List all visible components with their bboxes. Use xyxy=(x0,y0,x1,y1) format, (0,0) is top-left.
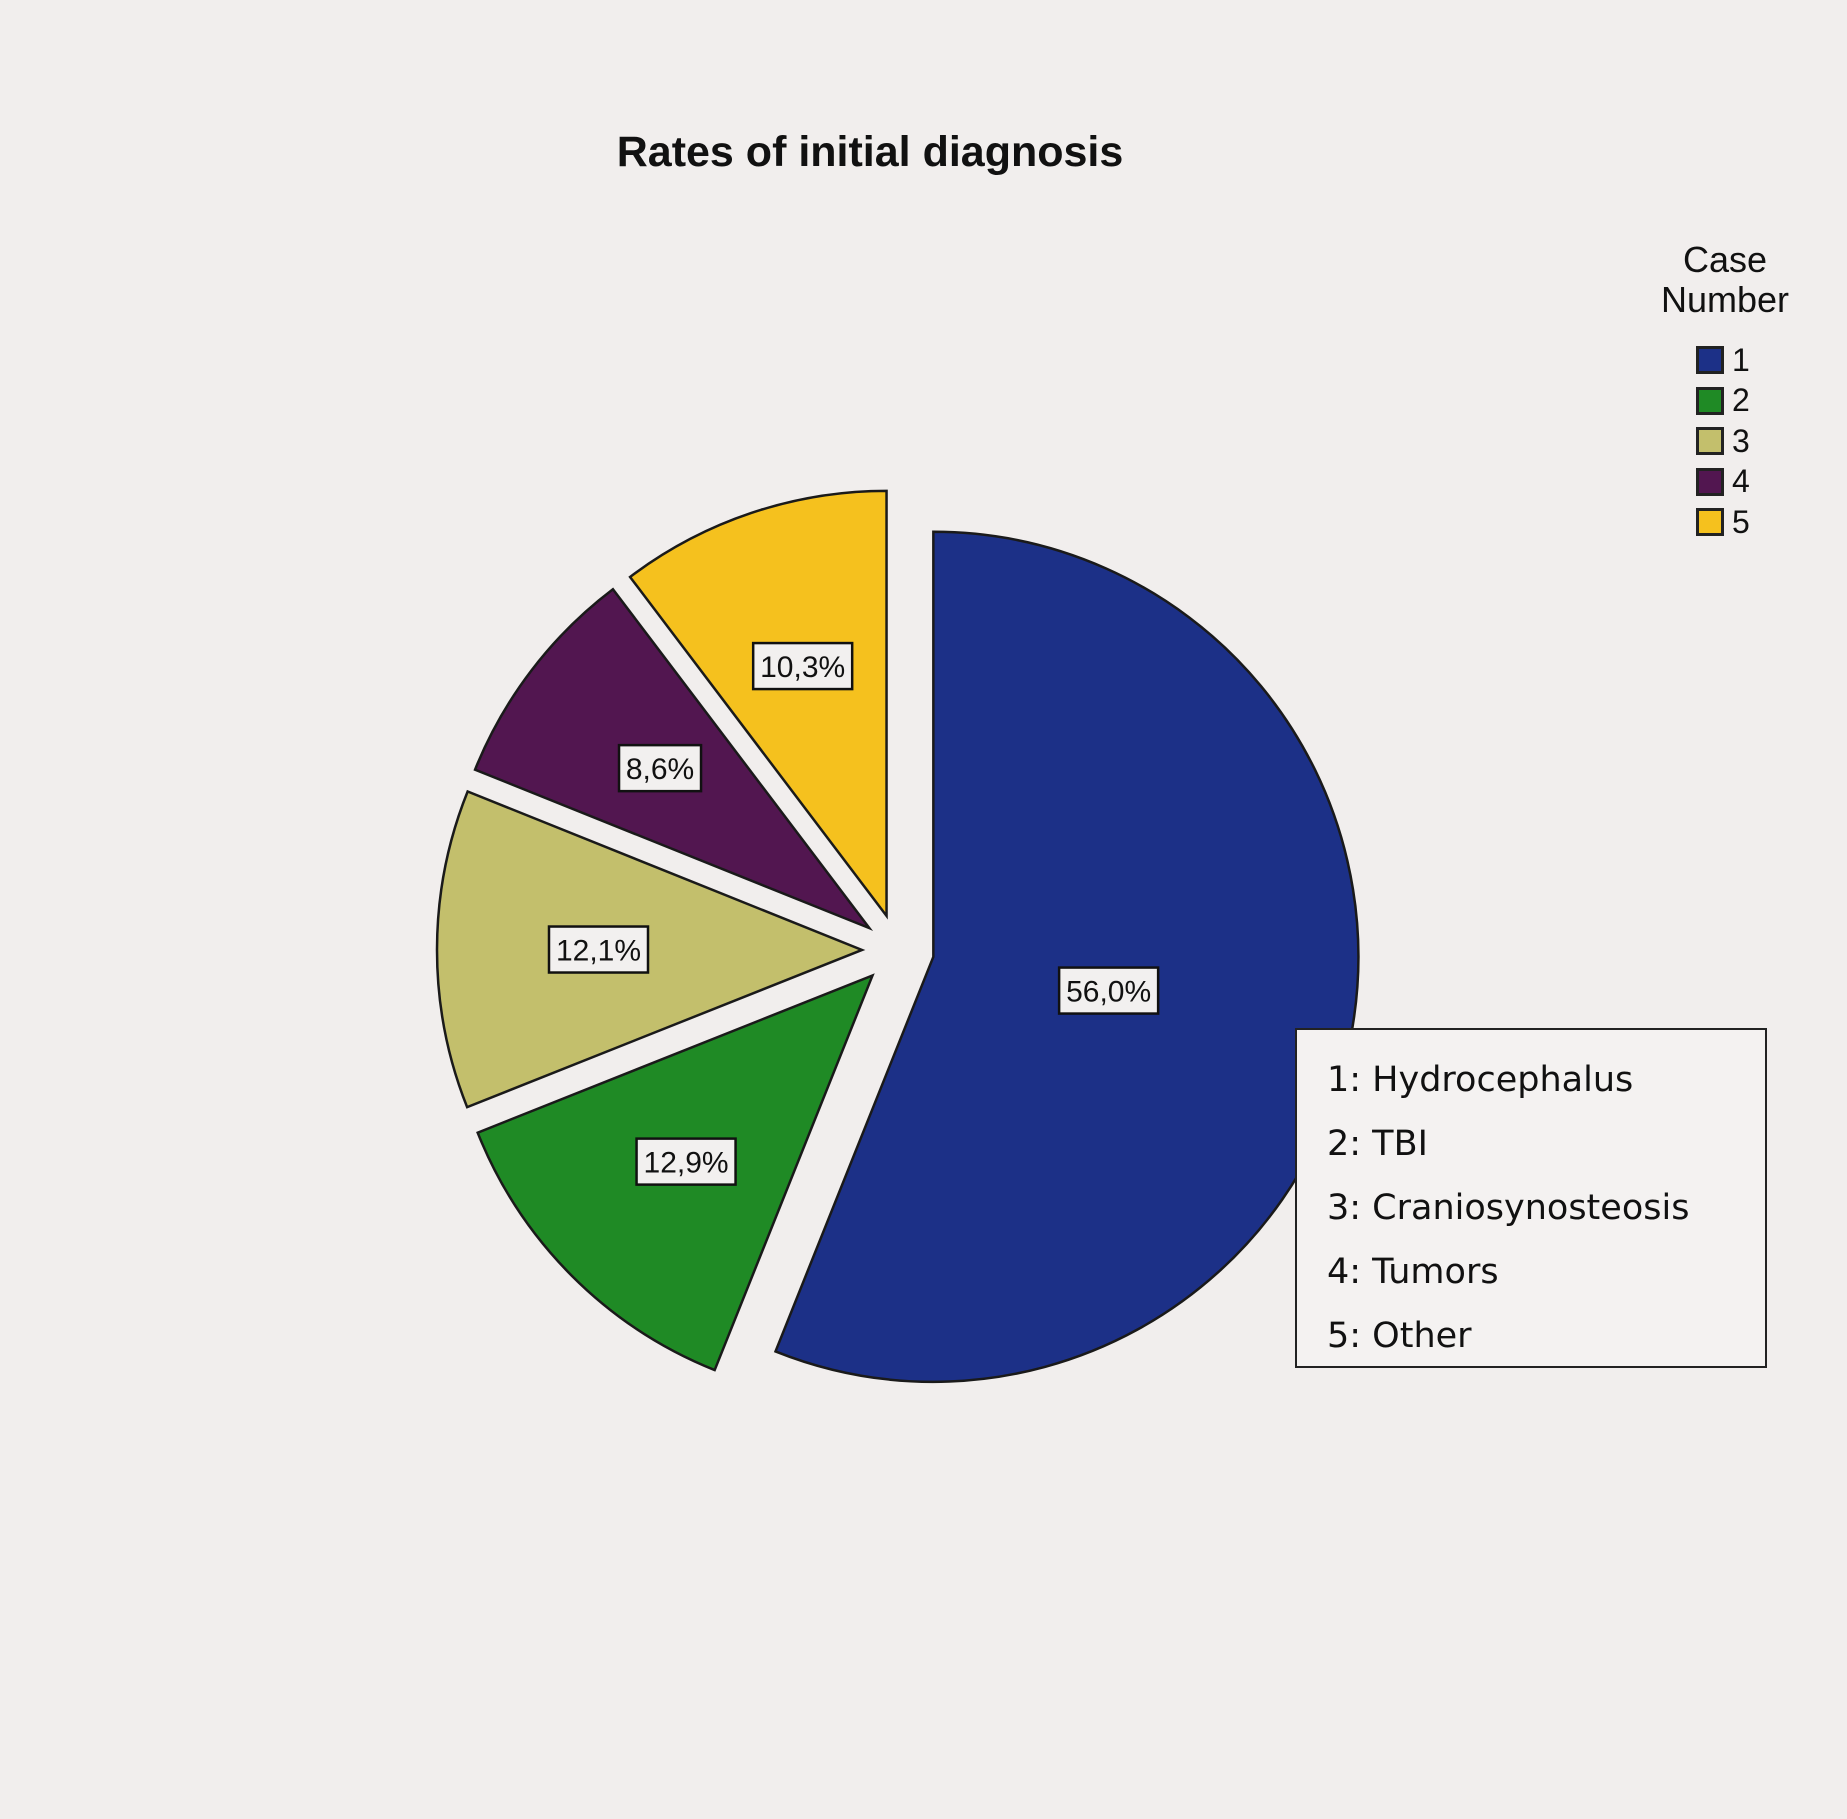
legend-swatch xyxy=(1696,427,1724,456)
legend-item-5: 5 xyxy=(1696,502,1810,543)
legend-item-4: 4 xyxy=(1696,462,1810,503)
pie-slice-5 xyxy=(628,489,888,920)
slice-label-5: 10,3% xyxy=(751,641,854,691)
legend-item-2: 2 xyxy=(1696,381,1810,422)
slice-label-box xyxy=(617,743,703,793)
key-item: 3: Craniosynosteosis xyxy=(1327,1188,1690,1228)
legend-swatch xyxy=(1696,508,1724,537)
slice-label-box xyxy=(1057,966,1160,1015)
key-item: 4: Tumors xyxy=(1327,1252,1499,1292)
slice-label-1: 56,0% xyxy=(1057,966,1160,1015)
slice-label-box xyxy=(635,1137,737,1186)
legend-swatch xyxy=(1696,467,1724,496)
legend-label: 2 xyxy=(1732,382,1750,419)
slice-label-4: 8,6% xyxy=(617,743,703,793)
slice-label-text: 8,6% xyxy=(626,753,694,786)
slice-label-3: 12,1% xyxy=(547,925,650,974)
slice-label-text: 10,3% xyxy=(760,651,845,684)
legend-title: Case Number xyxy=(1660,239,1790,320)
slice-label-text: 12,1% xyxy=(556,935,641,968)
slice-label-text: 56,0% xyxy=(1066,976,1151,1009)
legend-label: 3 xyxy=(1732,422,1750,459)
chart-title: Rates of initial diagnosis xyxy=(616,128,1124,176)
legend-swatch xyxy=(1696,346,1724,375)
slice-label-box xyxy=(751,641,854,691)
legend-item-1: 1 xyxy=(1696,340,1810,381)
pie-slice-3 xyxy=(435,789,866,1109)
slice-label-text: 12,9% xyxy=(644,1147,729,1180)
legend-swatch xyxy=(1696,386,1724,415)
legend-label: 1 xyxy=(1732,341,1750,378)
key-item: 2: TBI xyxy=(1327,1124,1428,1164)
legend-item-3: 3 xyxy=(1696,421,1810,462)
slice-label-box xyxy=(547,925,650,974)
legend-label: 5 xyxy=(1732,503,1750,540)
slice-label-2: 12,9% xyxy=(635,1137,737,1186)
key-item: 1: Hydrocephalus xyxy=(1327,1060,1634,1100)
key-item: 5: Other xyxy=(1327,1316,1472,1356)
legend-label: 4 xyxy=(1732,463,1750,500)
category-key-box: 1: Hydrocephalus 2: TBI 3: Craniosynoste… xyxy=(1295,1028,1767,1368)
